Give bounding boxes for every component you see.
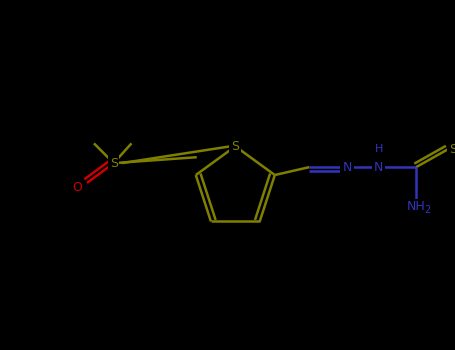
Text: O: O [72, 181, 82, 194]
Text: S: S [449, 143, 455, 156]
Text: 2: 2 [424, 205, 430, 215]
Text: H: H [374, 144, 383, 154]
Text: N: N [374, 161, 383, 174]
Text: NH: NH [407, 200, 425, 213]
Text: S: S [110, 157, 118, 170]
Text: N: N [342, 161, 352, 174]
Text: S: S [231, 140, 239, 153]
